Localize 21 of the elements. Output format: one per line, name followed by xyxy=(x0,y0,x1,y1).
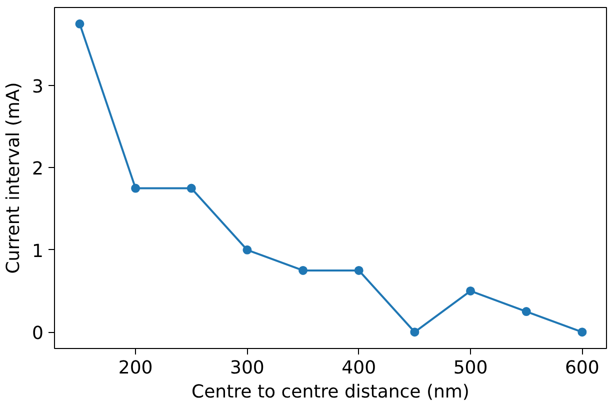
x-tick-label: 200 xyxy=(118,358,153,378)
point xyxy=(578,328,587,337)
point xyxy=(298,266,308,275)
point xyxy=(242,245,252,254)
x-axis-title: Centre to centre distance (nm) xyxy=(192,382,470,402)
x-tick-label: 600 xyxy=(564,358,600,378)
point xyxy=(131,184,140,193)
point xyxy=(75,19,84,28)
point xyxy=(522,307,531,316)
x-tick-label: 300 xyxy=(230,358,264,378)
point xyxy=(186,184,196,193)
y-tick-label: 1 xyxy=(32,240,44,262)
x-tick-label: 500 xyxy=(453,358,488,378)
x-tick-label: 400 xyxy=(342,358,376,378)
y-tick-label: 2 xyxy=(32,158,44,180)
y-tick-label: 0 xyxy=(32,323,44,344)
y-tick-label: 3 xyxy=(32,76,44,98)
point xyxy=(410,328,420,337)
y-axis-title: Current interval (mA) xyxy=(3,82,24,274)
point xyxy=(466,286,476,296)
point xyxy=(354,266,364,275)
